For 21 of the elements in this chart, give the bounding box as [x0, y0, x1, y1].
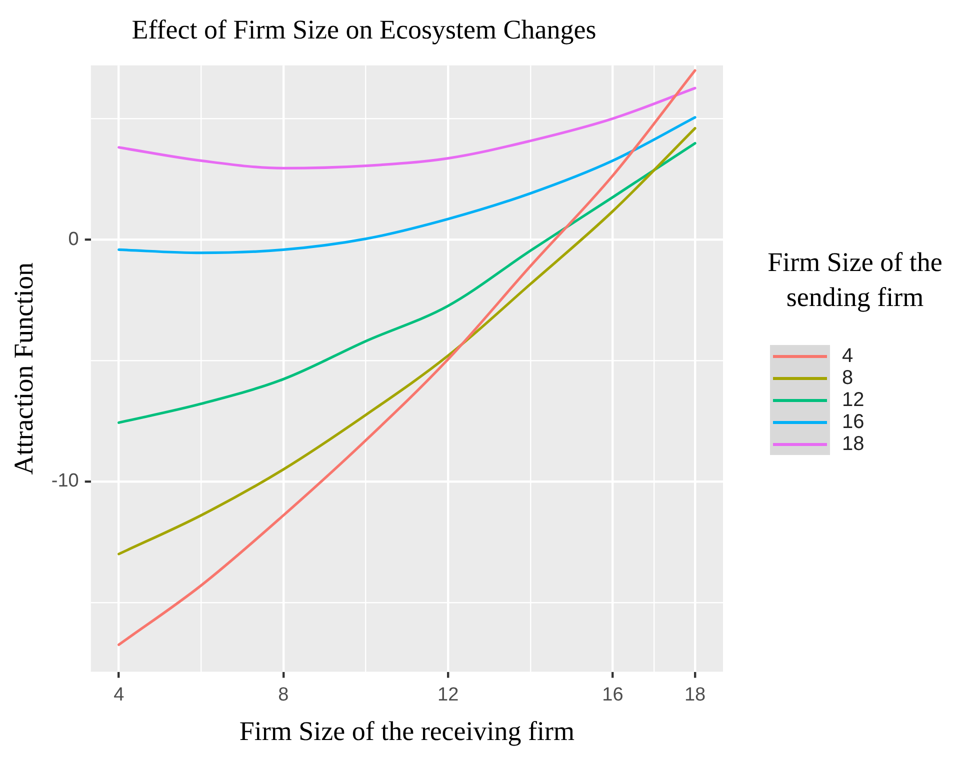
legend-label: 4	[842, 344, 854, 368]
line-series	[118, 86, 696, 170]
y-axis-title: Attraction Function	[8, 262, 38, 475]
chart-title: Effect of Firm Size on Ecosystem Changes	[132, 14, 596, 44]
line-series	[118, 142, 696, 424]
y-tick-label: -10	[51, 470, 79, 492]
line-series	[118, 116, 696, 254]
x-tick-label: 12	[438, 684, 459, 706]
legend-title: Firm Size of the sending firm	[766, 246, 944, 314]
legend-label: 18	[842, 432, 864, 456]
y-tick-label: 0	[68, 228, 79, 250]
legend-label: 8	[842, 366, 854, 390]
x-tick-label: 16	[602, 684, 624, 706]
line-series	[118, 126, 696, 556]
legend-label: 16	[842, 410, 864, 434]
line-series	[118, 69, 696, 646]
x-tick-label: 18	[684, 684, 706, 706]
x-axis-title: Firm Size of the receiving firm	[239, 716, 575, 746]
legend-label: 12	[842, 388, 864, 412]
x-tick-label: 4	[114, 684, 125, 706]
x-tick-label: 8	[278, 684, 289, 706]
